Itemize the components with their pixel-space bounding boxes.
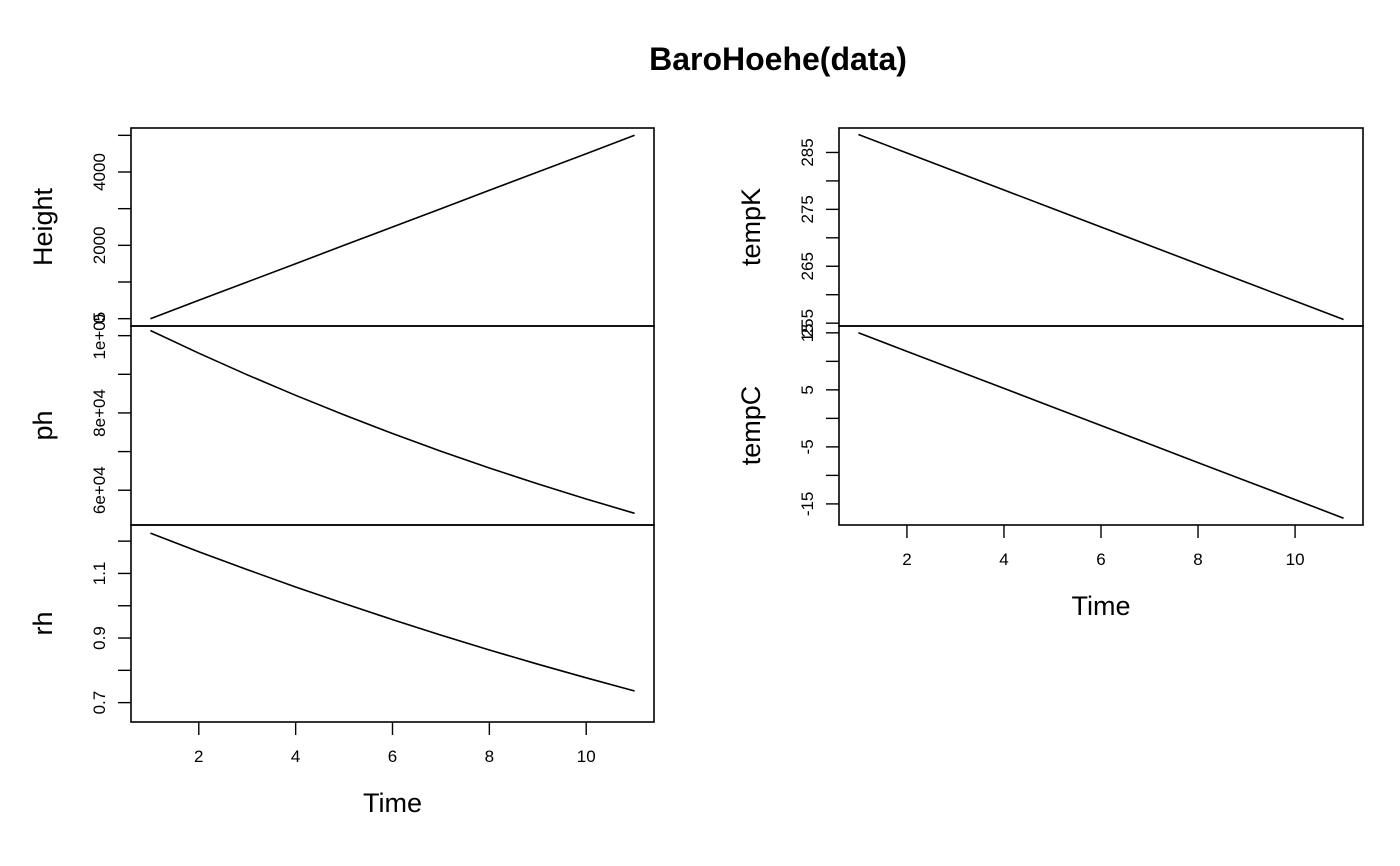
panel-frame [130, 524, 655, 723]
x-tick-label: 4 [291, 747, 300, 766]
y-tick-label: 8e+04 [90, 389, 109, 437]
panel-height: 0 2000 4000 Height [28, 127, 655, 327]
x-tick-label: 6 [1096, 550, 1105, 569]
series-line-tempc [858, 332, 1344, 519]
y-tick-label: -5 [798, 439, 817, 454]
y-tick-label: 265 [798, 252, 817, 280]
x-axis-label: Time [363, 788, 422, 818]
y-tick-label: 1e+05 [90, 312, 109, 360]
y-tick-label: 1.1 [90, 562, 109, 586]
y-axis-label: tempK [736, 188, 766, 266]
y-axis-label: rh [28, 611, 58, 635]
y-tick-label: 275 [798, 195, 817, 223]
y-tick-label: 0.9 [90, 626, 109, 650]
x-tick-label: 6 [388, 747, 397, 766]
x-tick-label: 2 [194, 747, 203, 766]
x-tick-label: 8 [485, 747, 494, 766]
panel-tempk: 255 265 275 285 tempK [736, 127, 1364, 337]
y-axis-label: Height [28, 187, 58, 266]
series-line-tempk [858, 133, 1344, 321]
x-axis-label: Time [1072, 591, 1131, 621]
x-tick-label: 10 [577, 747, 596, 766]
y-tick-label: 15 [798, 323, 817, 342]
y-tick-label: 4000 [90, 153, 109, 191]
y-tick-label: 0 [90, 314, 109, 323]
panel-tempc: -15 -5 5 15 tempC 2 4 6 8 10 Time [736, 323, 1364, 621]
y-tick-label: -15 [798, 492, 817, 517]
y-tick-label: 2000 [90, 226, 109, 264]
panel-rh: 0.7 0.9 1.1 rh 2 4 6 8 10 Time [28, 524, 655, 818]
x-tick-label: 2 [902, 550, 911, 569]
y-tick-label: 0.7 [90, 691, 109, 715]
series-line-height [150, 134, 635, 320]
y-tick-label: 255 [798, 309, 817, 337]
panel-ph: 6e+04 8e+04 1e+05 ph [28, 312, 655, 526]
x-tick-label: 8 [1193, 550, 1202, 569]
y-axis-label: ph [28, 410, 58, 440]
y-tick-label: 5 [798, 385, 817, 394]
x-tick-label: 4 [999, 550, 1008, 569]
y-tick-label: 285 [798, 138, 817, 166]
series-line-rh [150, 532, 635, 692]
chart-title: BaroHoehe(data) [649, 41, 907, 77]
x-tick-label: 10 [1286, 550, 1305, 569]
series-line-ph [150, 329, 635, 515]
y-tick-label: 6e+04 [90, 466, 109, 514]
y-axis-label: tempC [736, 386, 766, 466]
